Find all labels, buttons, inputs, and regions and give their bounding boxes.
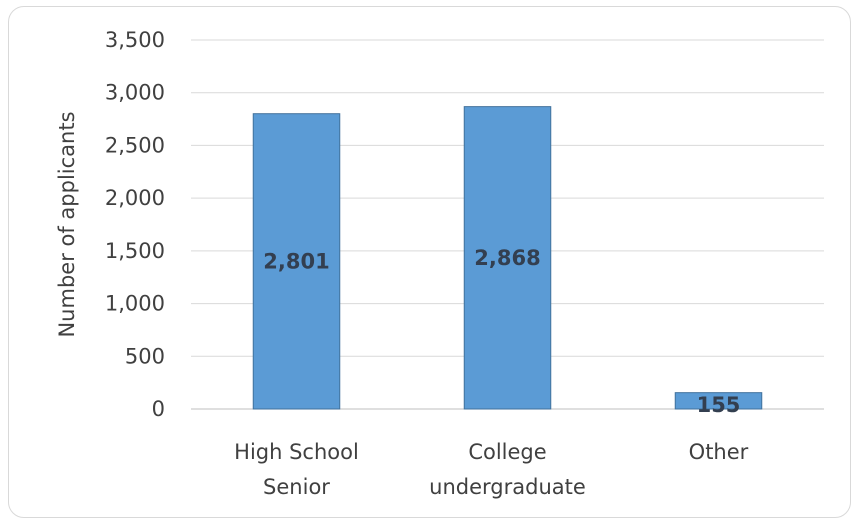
data-label: 155 [697, 393, 741, 417]
x-axis-categories: High School Senior College undergraduate Oth… [234, 440, 749, 499]
bars [252, 106, 763, 410]
x-category-label: High School [234, 440, 359, 464]
data-label: 2,801 [263, 249, 329, 273]
x-category-label: undergraduate [429, 475, 586, 499]
data-labels: 2,801 2,868 155 [263, 246, 740, 417]
data-label: 2,868 [474, 246, 540, 270]
y-tick-label: 1,000 [105, 292, 165, 316]
bar [463, 106, 552, 410]
y-tick-label: 0 [152, 397, 165, 421]
x-category-label: College [468, 440, 546, 464]
bar [674, 392, 763, 410]
chart-frame [8, 6, 851, 518]
x-category-label: Senior [263, 475, 330, 499]
y-tick-label: 3,000 [105, 81, 165, 105]
y-axis-ticks: 0 500 1,000 1,500 2,000 2,500 3,000 3,500 [105, 28, 165, 421]
y-axis-label: Number of applicants [55, 111, 79, 337]
y-tick-label: 2,500 [105, 133, 165, 157]
y-tick-label: 3,500 [105, 28, 165, 52]
y-tick-label: 500 [125, 344, 165, 368]
bar [252, 113, 341, 410]
y-tick-label: 2,000 [105, 186, 165, 210]
y-tick-label: 1,500 [105, 239, 165, 263]
x-category-label: Other [689, 440, 749, 464]
